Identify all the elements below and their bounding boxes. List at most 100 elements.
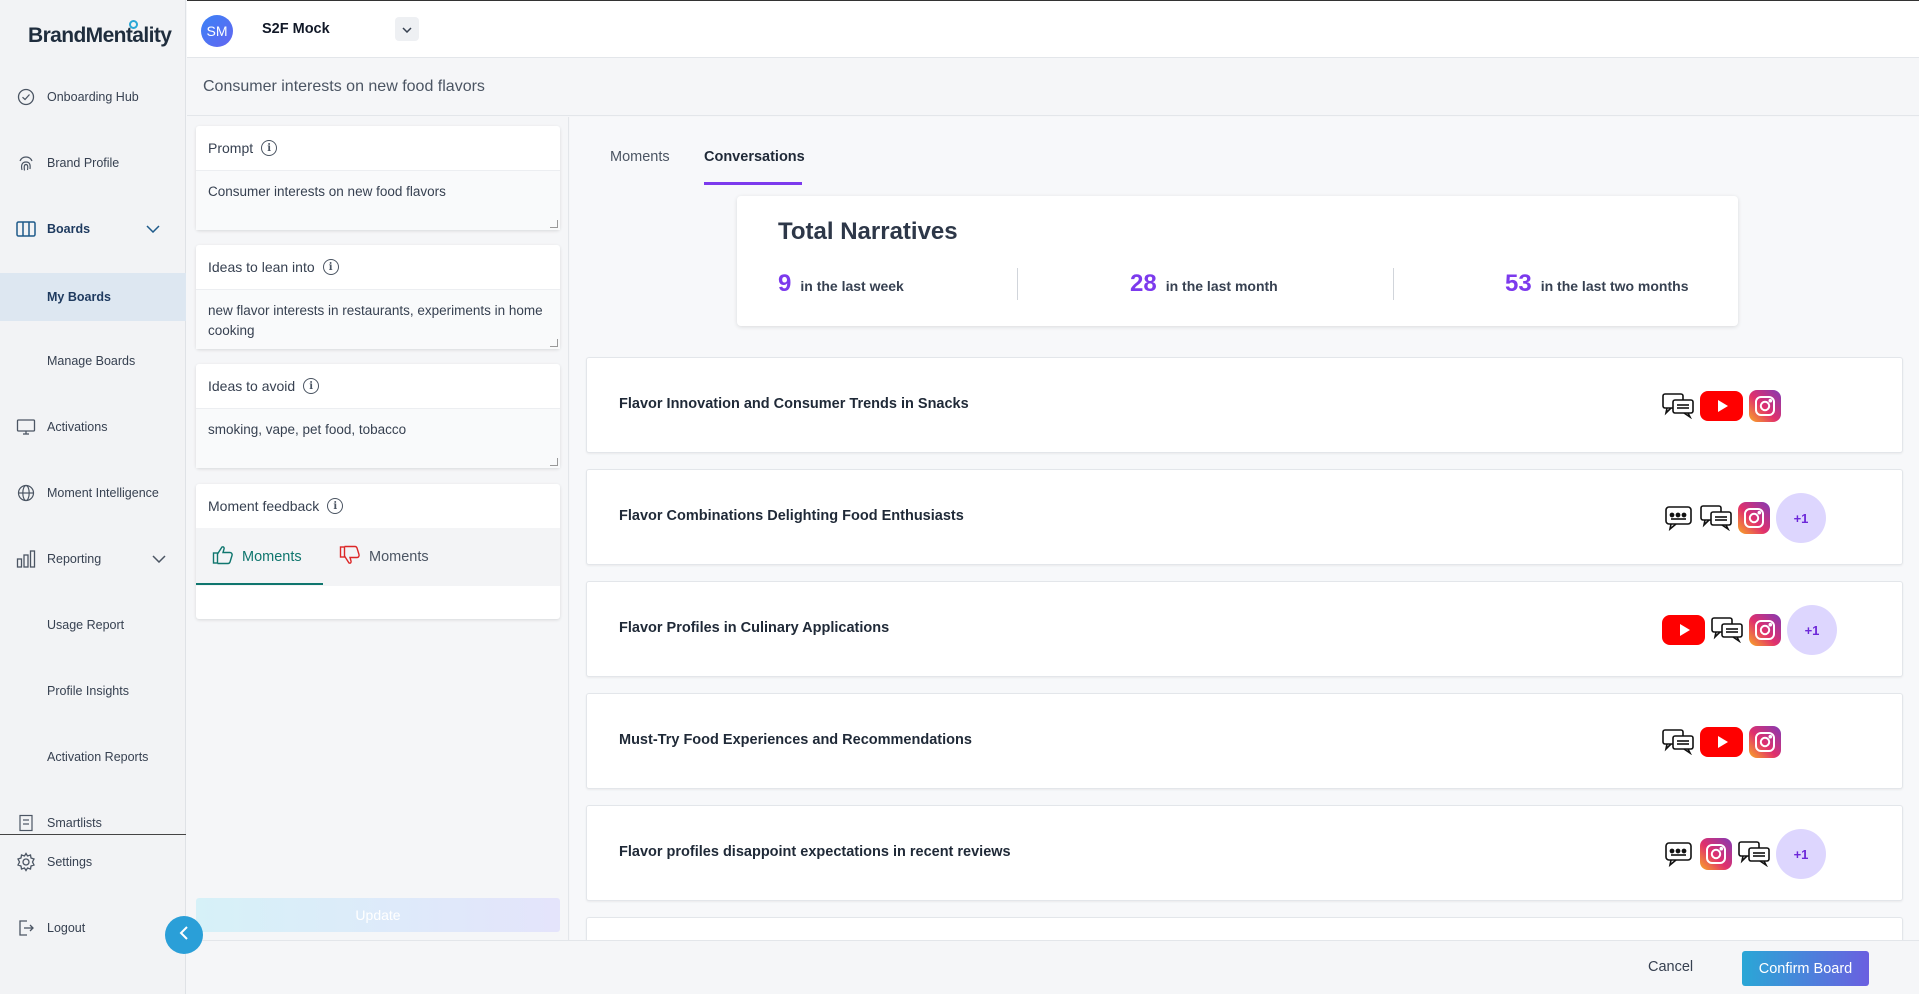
narrative-title: Flavor Innovation and Consumer Trends in… bbox=[619, 396, 969, 412]
columns-icon bbox=[16, 219, 36, 239]
moment-feedback-card: Moment feedback i Moments Moments bbox=[196, 484, 560, 619]
sidebar-item-moment-intelligence[interactable]: Moment Intelligence bbox=[0, 471, 186, 515]
tab-conversations[interactable]: Conversations bbox=[704, 149, 805, 165]
forum-icon bbox=[1738, 841, 1770, 867]
main-content: Moments Conversations Total Narratives 9… bbox=[570, 117, 1919, 940]
collapse-sidebar-button[interactable] bbox=[165, 916, 203, 954]
divider bbox=[1017, 268, 1018, 300]
workspace-name: S2F Mock bbox=[262, 21, 330, 37]
forum-icon bbox=[1662, 393, 1694, 419]
chevron-down-icon bbox=[146, 222, 160, 236]
narrative-card[interactable]: Flavor Combinations Delighting Food Enth… bbox=[586, 469, 1903, 565]
sidebar-item-smartlists[interactable]: Smartlists bbox=[0, 801, 186, 845]
lean-into-card: Ideas to lean into i new flavor interests… bbox=[196, 245, 560, 349]
narrative-card[interactable]: Flavor Innovation and Consumer Trends in… bbox=[586, 357, 1903, 453]
sidebar-item-manage-boards[interactable]: Manage Boards bbox=[47, 354, 136, 368]
prompt-textarea[interactable]: Consumer interests on new food flavors bbox=[196, 170, 560, 230]
brand-logo[interactable]: BrandMentality bbox=[28, 20, 172, 48]
youtube-icon bbox=[1700, 391, 1743, 421]
avoid-label: Ideas to avoid bbox=[208, 378, 296, 394]
instagram-icon bbox=[1749, 726, 1781, 758]
globe-icon bbox=[16, 483, 36, 503]
lean-into-label: Ideas to lean into bbox=[208, 259, 315, 275]
narrative-card[interactable]: Flavor Profiles in Culinary Applications… bbox=[586, 581, 1903, 677]
instagram-icon bbox=[1700, 838, 1732, 870]
narrative-title: Flavor Profiles in Culinary Applications bbox=[619, 620, 890, 636]
sidebar-item-brand-profile[interactable]: Brand Profile bbox=[0, 141, 186, 185]
update-button[interactable]: Update bbox=[196, 898, 560, 932]
lean-into-textarea[interactable]: new flavor interests in restaurants, exp… bbox=[196, 289, 560, 349]
bar-chart-icon bbox=[16, 549, 36, 569]
tab-disliked-moments[interactable]: Moments bbox=[339, 528, 429, 586]
cancel-button[interactable]: Cancel bbox=[1648, 959, 1694, 975]
instagram-icon bbox=[1738, 502, 1770, 534]
confirm-board-button[interactable]: Confirm Board bbox=[1742, 951, 1869, 986]
tab-moments[interactable]: Moments bbox=[610, 149, 670, 165]
narrative-card[interactable] bbox=[586, 917, 1903, 940]
thumbs-down-icon bbox=[339, 545, 361, 569]
title-bar: Consumer interests on new food flavors bbox=[187, 59, 1919, 116]
board-form-panel: Prompt i Consumer interests on new food f… bbox=[187, 117, 569, 940]
active-tab-indicator bbox=[196, 583, 323, 585]
total-narratives-title: Total Narratives bbox=[778, 218, 958, 245]
sidebar-item-activations[interactable]: Activations bbox=[0, 405, 186, 449]
total-narratives-card: Total Narratives 9 in the last week 28 in … bbox=[737, 196, 1738, 326]
review-icon bbox=[1664, 505, 1694, 531]
sidebar: BrandMentality Onboarding Hub Brand Prof… bbox=[0, 0, 186, 994]
avoid-textarea[interactable]: smoking, vape, pet food, tobacco bbox=[196, 408, 560, 468]
avatar[interactable]: SM bbox=[201, 15, 233, 47]
chevron-left-icon bbox=[179, 925, 189, 945]
list-icon bbox=[16, 813, 36, 833]
monitor-icon bbox=[16, 417, 36, 437]
sidebar-item-boards[interactable]: Boards bbox=[0, 207, 186, 251]
fingerprint-icon bbox=[16, 153, 36, 173]
workspace-dropdown-button[interactable] bbox=[395, 17, 419, 41]
narrative-card[interactable]: Must-Try Food Experiences and Recommenda… bbox=[586, 693, 1903, 789]
divider bbox=[1393, 268, 1394, 300]
sidebar-item-usage-report[interactable]: Usage Report bbox=[47, 618, 125, 632]
sidebar-item-profile-insights[interactable]: Profile Insights bbox=[47, 684, 129, 698]
logout-icon bbox=[16, 918, 36, 938]
page-title: Consumer interests on new food flavors bbox=[203, 78, 485, 95]
stat-last-two-months: 53 in the last two months bbox=[1505, 270, 1689, 297]
source-icons bbox=[1662, 358, 1787, 454]
narrative-title: Flavor profiles disappoint expectations … bbox=[619, 844, 1011, 860]
stat-last-week: 9 in the last week bbox=[778, 270, 904, 297]
sidebar-item-reporting[interactable]: Reporting bbox=[0, 537, 186, 581]
feedback-tabs: Moments Moments bbox=[196, 528, 560, 586]
instagram-icon bbox=[1749, 390, 1781, 422]
info-icon[interactable]: i bbox=[322, 259, 339, 275]
forum-icon bbox=[1700, 505, 1732, 531]
info-icon[interactable]: i bbox=[261, 140, 278, 156]
more-sources-badge[interactable]: +1 bbox=[1787, 605, 1837, 655]
source-icons bbox=[1662, 694, 1787, 790]
more-sources-badge[interactable]: +1 bbox=[1776, 829, 1826, 879]
sidebar-divider bbox=[0, 834, 186, 835]
moment-feedback-label: Moment feedback bbox=[208, 498, 320, 514]
active-tab-indicator bbox=[704, 182, 802, 185]
sidebar-item-logout[interactable]: Logout bbox=[0, 906, 186, 950]
chevron-down-icon bbox=[152, 552, 166, 566]
sidebar-item-activation-reports[interactable]: Activation Reports bbox=[47, 750, 149, 764]
resize-handle[interactable] bbox=[550, 220, 558, 228]
sidebar-item-settings[interactable]: Settings bbox=[0, 840, 186, 884]
review-icon bbox=[1664, 841, 1694, 867]
forum-icon bbox=[1711, 617, 1743, 643]
instagram-icon bbox=[1749, 614, 1781, 646]
info-icon[interactable]: i bbox=[327, 498, 344, 514]
info-icon[interactable]: i bbox=[303, 378, 320, 394]
avoid-card: Ideas to avoid i smoking, vape, pet food,… bbox=[196, 364, 560, 468]
source-icons: +1 bbox=[1664, 806, 1832, 902]
tab-liked-moments[interactable]: Moments bbox=[212, 528, 302, 586]
narrative-card[interactable]: Flavor profiles disappoint expectations … bbox=[586, 805, 1903, 901]
resize-handle[interactable] bbox=[550, 458, 558, 466]
thumbs-up-icon bbox=[212, 545, 234, 569]
sidebar-item-onboarding-hub[interactable]: Onboarding Hub bbox=[0, 75, 186, 119]
chevron-down-icon bbox=[402, 20, 412, 38]
narrative-title: Must-Try Food Experiences and Recommenda… bbox=[619, 732, 972, 748]
resize-handle[interactable] bbox=[550, 339, 558, 347]
more-sources-badge[interactable]: +1 bbox=[1776, 493, 1826, 543]
sidebar-item-my-boards[interactable]: My Boards bbox=[0, 273, 186, 321]
stat-last-month: 28 in the last month bbox=[1130, 270, 1278, 297]
check-circle-icon bbox=[16, 87, 36, 107]
